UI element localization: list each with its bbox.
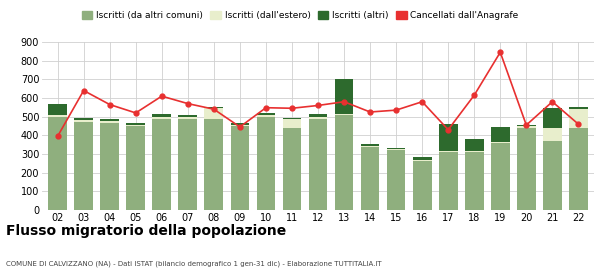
Text: Flusso migratorio della popolazione: Flusso migratorio della popolazione — [6, 224, 286, 238]
Bar — [100, 123, 119, 210]
Bar — [569, 107, 588, 109]
Bar — [230, 123, 249, 125]
Bar — [439, 152, 458, 210]
Bar — [127, 125, 145, 126]
Bar — [543, 108, 562, 128]
Bar — [205, 118, 223, 210]
Bar — [335, 79, 353, 114]
Bar — [283, 120, 301, 128]
Bar — [543, 141, 562, 210]
Bar — [361, 146, 379, 210]
Bar — [74, 120, 93, 122]
Bar — [230, 126, 249, 210]
Bar — [257, 117, 275, 210]
Bar — [491, 143, 509, 210]
Bar — [48, 104, 67, 115]
Bar — [465, 139, 484, 151]
Bar — [361, 144, 379, 146]
Bar — [517, 125, 536, 126]
Bar — [387, 149, 406, 150]
Text: COMUNE DI CALVIZZANO (NA) - Dati ISTAT (bilancio demografico 1 gen-31 dic) - Ela: COMUNE DI CALVIZZANO (NA) - Dati ISTAT (… — [6, 260, 382, 267]
Bar — [100, 120, 119, 121]
Legend: Iscritti (da altri comuni), Iscritti (dall'estero), Iscritti (altri), Cancellati: Iscritti (da altri comuni), Iscritti (da… — [78, 7, 522, 24]
Bar — [335, 114, 353, 115]
Bar — [257, 115, 275, 117]
Bar — [178, 117, 197, 118]
Bar — [465, 151, 484, 152]
Bar — [517, 126, 536, 128]
Bar — [308, 117, 328, 118]
Bar — [387, 150, 406, 210]
Bar — [48, 117, 67, 210]
Bar — [205, 107, 223, 108]
Bar — [152, 114, 171, 117]
Bar — [152, 117, 171, 118]
Bar — [491, 142, 509, 143]
Bar — [74, 122, 93, 210]
Bar — [387, 148, 406, 149]
Bar — [283, 128, 301, 210]
Bar — [439, 151, 458, 152]
Bar — [100, 121, 119, 123]
Bar — [178, 118, 197, 210]
Bar — [413, 160, 431, 210]
Bar — [517, 128, 536, 210]
Bar — [283, 118, 301, 120]
Bar — [127, 126, 145, 210]
Bar — [74, 118, 93, 120]
Bar — [152, 118, 171, 210]
Bar — [491, 127, 509, 142]
Bar — [569, 109, 588, 128]
Bar — [439, 124, 458, 151]
Bar — [543, 128, 562, 141]
Bar — [205, 108, 223, 118]
Bar — [230, 125, 249, 126]
Bar — [308, 114, 328, 117]
Bar — [308, 118, 328, 210]
Bar — [335, 115, 353, 210]
Bar — [178, 115, 197, 117]
Bar — [48, 115, 67, 117]
Bar — [569, 128, 588, 210]
Bar — [257, 113, 275, 115]
Bar — [127, 123, 145, 125]
Bar — [413, 157, 431, 160]
Bar — [465, 152, 484, 210]
